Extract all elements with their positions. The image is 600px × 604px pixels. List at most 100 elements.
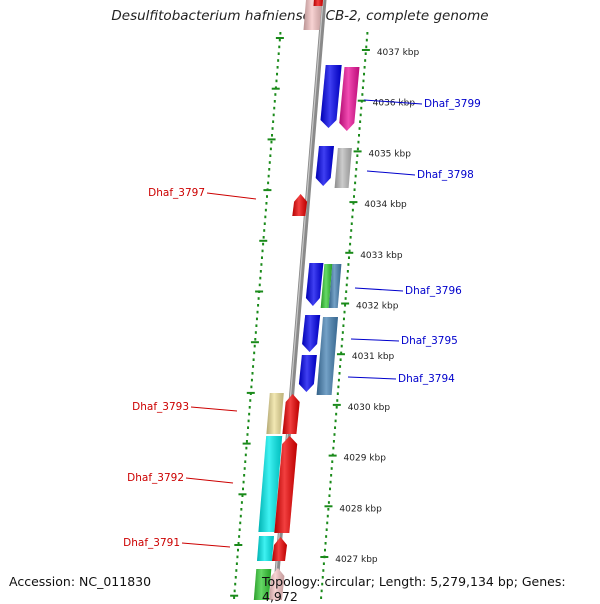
dhaf3795-steel-cds-shade — [316, 317, 338, 395]
outer-track-dot — [327, 508, 330, 511]
outer-track-dot — [354, 174, 357, 178]
inner-track-dot — [259, 276, 262, 280]
inner-track-dot — [240, 508, 243, 511]
kbp-tick-label: 4030 kbp — [348, 403, 391, 413]
inner-track-dot — [263, 222, 266, 225]
inner-track-dot — [247, 426, 250, 429]
outer-track-dot — [345, 283, 348, 287]
inner-track-dot — [273, 106, 276, 110]
gene-leader-line — [354, 287, 404, 292]
inner-track-dot — [247, 419, 250, 423]
inner-track-dot — [271, 127, 274, 130]
inner-track-dot — [233, 589, 236, 593]
outer-track-dot — [361, 93, 364, 96]
outer-track-dot — [328, 494, 331, 497]
inner-track-dot — [267, 174, 270, 178]
feature-layer — [253, 0, 360, 600]
pink-cds-bottom-shade — [268, 568, 285, 600]
outer-track-dot — [321, 582, 324, 586]
inner-track-dot — [262, 242, 265, 246]
outer-track-dot — [346, 276, 349, 280]
outer-track-dot — [338, 372, 341, 375]
inner-track-dot — [233, 596, 236, 599]
outer-track-dot — [351, 208, 354, 212]
inner-track-dot — [263, 229, 266, 232]
outer-track-dot — [347, 263, 350, 266]
inner-track-dot — [252, 365, 255, 368]
tick-label-layer: 4037 kbp 4036 kbp 4035 kbp 4034 kbp 4033 kbp… — [335, 48, 419, 565]
outer-track-dot — [332, 446, 335, 450]
inner-track-dot — [254, 338, 257, 341]
gene-leader-line — [347, 376, 397, 380]
outer-track-dot — [323, 548, 326, 552]
gene-label-dhaf-3791[interactable]: Dhaf_3791 — [123, 537, 180, 549]
gene-label-dhaf-3797[interactable]: Dhaf_3797 — [148, 187, 205, 199]
inner-track-dot — [251, 372, 254, 375]
gene-leader-line — [185, 477, 234, 484]
inner-track-dot — [255, 324, 258, 327]
inner-track-dot — [238, 535, 241, 538]
outer-track-dot — [329, 487, 332, 491]
dhaf3798-blue-cds-shade — [315, 146, 334, 186]
inner-track-dot — [241, 494, 244, 497]
inner-track-dot — [243, 467, 246, 470]
dhaf3799-blue-cds-shade — [320, 65, 342, 128]
outer-track-dot — [321, 576, 324, 579]
inner-track-dot — [253, 344, 256, 348]
outer-track-dot — [331, 460, 334, 463]
inner-track-dot — [269, 154, 272, 157]
inner-track-dot — [258, 283, 261, 287]
outer-track-dot — [353, 188, 356, 191]
gene-leader-line — [206, 192, 257, 200]
outer-track-dot — [341, 331, 344, 334]
kbp-tick-label: 4029 kbp — [344, 454, 387, 464]
kbp-tick-label: 4033 kbp — [360, 251, 403, 261]
gene-label-dhaf-3795[interactable]: Dhaf_3795 — [401, 335, 458, 347]
gene-label-dhaf-3799[interactable]: Dhaf_3799 — [424, 98, 481, 110]
outer-track-dot — [358, 134, 361, 137]
outer-track-dot — [329, 480, 332, 484]
inner-track-dot — [242, 480, 245, 484]
outer-track-dot — [350, 222, 353, 225]
outer-track-dot — [326, 514, 329, 518]
inner-track-dot — [234, 582, 237, 586]
gene-label-dhaf-3792[interactable]: Dhaf_3792 — [127, 472, 184, 484]
inner-track-dot — [259, 270, 262, 273]
inner-track-dot — [274, 93, 277, 96]
inner-track-dot — [272, 120, 275, 123]
outer-track-dot — [350, 229, 353, 232]
outer-track-dot — [364, 59, 367, 62]
outer-track-dot — [352, 195, 355, 198]
inner-track-dot — [236, 555, 239, 559]
kbp-tick-label: 4037 kbp — [377, 48, 420, 58]
inner-track-dot — [272, 113, 275, 117]
inner-track-dot — [238, 528, 241, 531]
outer-track-dot — [340, 351, 343, 355]
outer-track-dot — [344, 304, 347, 307]
gene-label-dhaf-3798[interactable]: Dhaf_3798 — [417, 169, 474, 181]
outer-track-dot — [363, 72, 366, 76]
inner-track-dot — [235, 569, 238, 572]
inner-track-dot — [239, 514, 242, 518]
outer-track-dot — [324, 542, 327, 545]
inner-track-dot — [273, 100, 276, 103]
green-cds-bottom-shade — [253, 569, 272, 600]
dhaf3795-blue-cds-shade — [302, 315, 321, 352]
inner-track-dot — [234, 576, 237, 579]
inner-track-dot — [246, 433, 249, 436]
outer-track-dot — [345, 290, 348, 293]
gene-label-dhaf-3793[interactable]: Dhaf_3793 — [132, 401, 189, 413]
inner-track-dot — [269, 147, 272, 151]
gene-label-dhaf-3796[interactable]: Dhaf_3796 — [405, 285, 462, 297]
outer-track-dot — [363, 66, 366, 69]
outer-track-dot — [336, 399, 339, 402]
accession-text: Accession: NC_011830 — [9, 574, 152, 589]
outer-track-dot — [337, 385, 340, 389]
dhaf3799-magenta-cds-shade — [339, 67, 360, 131]
inner-track-dot — [260, 263, 263, 266]
outer-track-dot — [349, 236, 352, 239]
inner-track-dot — [268, 168, 271, 171]
gene-label-dhaf-3794[interactable]: Dhaf_3794 — [398, 373, 455, 385]
inner-track-dot — [242, 487, 245, 491]
inner-track-dot — [237, 542, 240, 545]
